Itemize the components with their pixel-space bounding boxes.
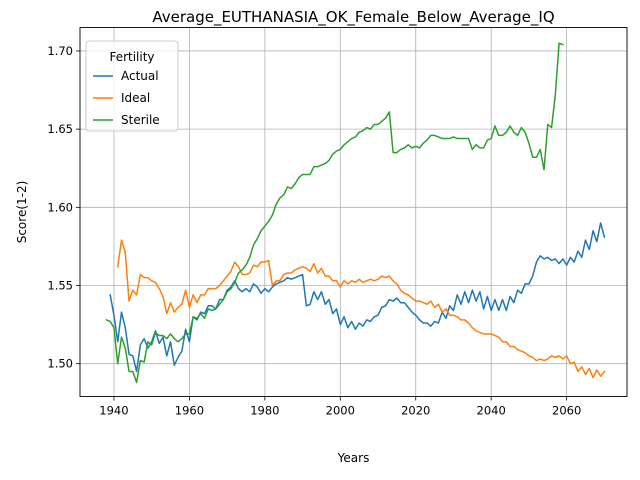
x-tick-label: 2000 (326, 404, 355, 418)
plot-lines (105, 42, 606, 384)
y-tick-label: 1.70 (47, 44, 73, 58)
legend-title: Fertility (109, 50, 154, 64)
y-tick-label: 1.50 (47, 357, 73, 371)
legend-label-ideal: Ideal (121, 91, 150, 105)
x-tick-label: 2020 (401, 404, 430, 418)
axis-ticks: 1940 1960 1980 2000 2020 2040 2060 1.50 1.55 1.60… (47, 44, 581, 418)
legend-label-actual: Actual (121, 69, 159, 83)
plot-frame (79, 27, 628, 397)
x-tick-label: 1960 (175, 404, 204, 418)
legend-entries: Actual Ideal Sterile (93, 69, 160, 127)
x-tick-label: 2040 (477, 404, 506, 418)
legend: Fertility Actual Ideal Sterile (85, 40, 179, 132)
y-tick-label: 1.60 (47, 200, 73, 214)
x-tick-label: 1940 (99, 404, 128, 418)
y-tick-label: 1.55 (47, 278, 73, 292)
legend-box (85, 40, 179, 132)
x-axis-label: Years (337, 451, 370, 465)
x-tick-label: 2060 (552, 404, 581, 418)
grid (80, 27, 627, 397)
y-tick-label: 1.65 (47, 122, 73, 136)
series-line-sterile (105, 42, 564, 384)
x-tick-label: 1980 (250, 404, 279, 418)
series-line-ideal (116, 239, 606, 379)
y-axis-label: Score(1-2) (15, 181, 29, 244)
legend-label-sterile: Sterile (121, 113, 160, 127)
chart-title: Average_EUTHANASIA_OK_Female_Below_Avera… (152, 8, 554, 27)
